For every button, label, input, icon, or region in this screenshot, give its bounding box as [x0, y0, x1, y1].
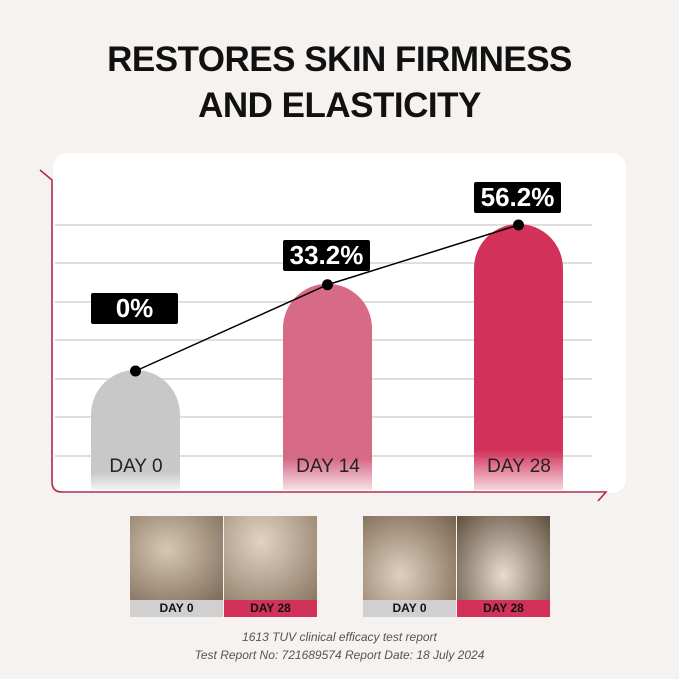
strip-pair2-before: DAY 0: [363, 600, 456, 617]
photo-pair2-after: [457, 516, 550, 600]
footer-line-2: Test Report No: 721689574 Report Date: 1…: [194, 648, 485, 662]
trend-point: [322, 279, 333, 291]
bar-day-28: [474, 224, 563, 491]
title-line-2: AND ELASTICITY: [198, 86, 481, 125]
title-line-1: RESTORES SKIN FIRMNESS: [107, 40, 572, 79]
data-label-day28: 56.2%: [474, 182, 561, 213]
bar-day-0: [91, 370, 180, 490]
photo-pair1-before: [130, 516, 223, 600]
data-label-day0: 0%: [91, 293, 178, 324]
footer-line-1: 1613 TUV clinical efficacy test report: [242, 630, 437, 644]
strip-pair1-after: DAY 28: [224, 600, 317, 617]
data-label-day14: 33.2%: [283, 240, 370, 271]
category-label-day0: DAY 0: [109, 456, 163, 477]
category-label-day14: DAY 14: [296, 456, 360, 477]
trend-point: [513, 219, 524, 231]
bar-day-14: [283, 283, 372, 490]
axis-line: [39, 169, 608, 502]
photo-pair1-after: [224, 516, 317, 600]
photo-pair2-before: [363, 516, 456, 600]
strip-pair1-before: DAY 0: [130, 600, 223, 617]
trend-point: [130, 365, 141, 377]
category-label-day28: DAY 28: [487, 456, 551, 477]
strip-pair2-after: DAY 28: [457, 600, 550, 617]
